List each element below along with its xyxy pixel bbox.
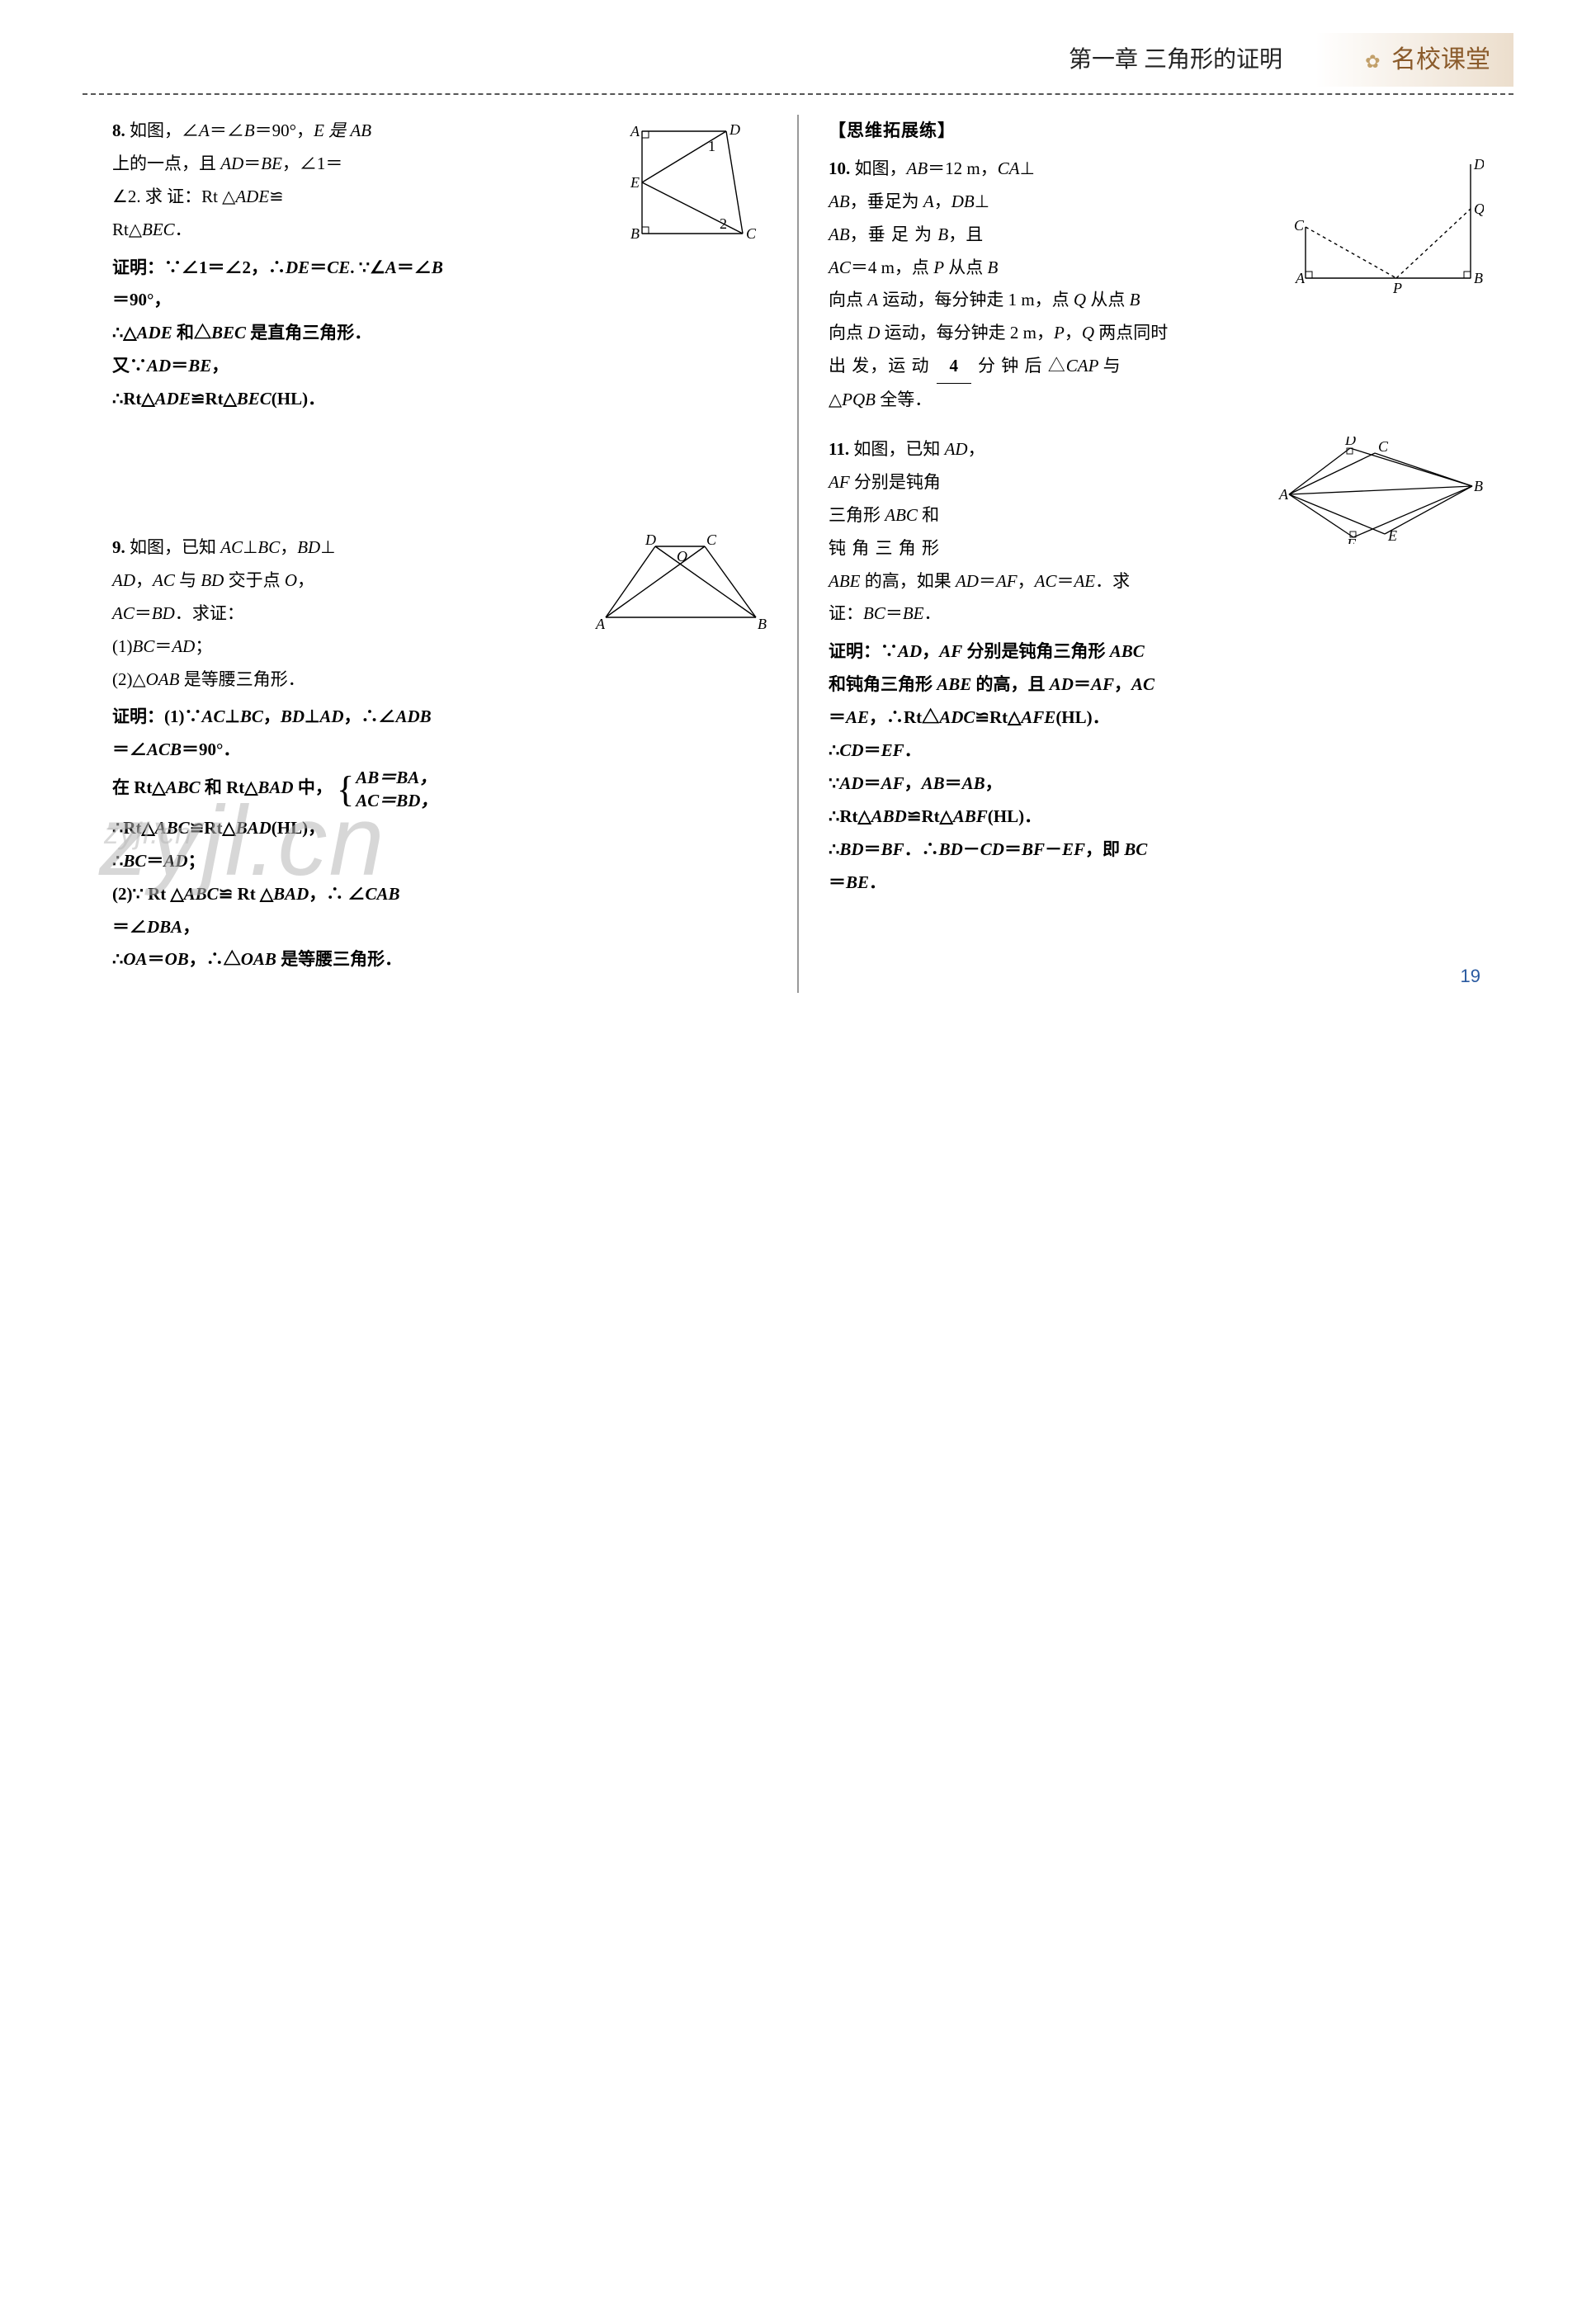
svg-text:E: E xyxy=(1387,527,1397,544)
problem-number: 11. xyxy=(829,439,849,459)
svg-text:Q: Q xyxy=(1474,201,1484,217)
svg-text:B: B xyxy=(758,616,767,632)
problem-number: 10. xyxy=(829,158,850,178)
problem-text: 如图，AB＝12 m，CA⊥ AB，垂足为 A，DB⊥ AB，垂 足 为 B，且… xyxy=(829,158,1168,409)
svg-text:1: 1 xyxy=(708,138,715,154)
figure-p11-svg: A B C D E F xyxy=(1277,437,1484,544)
page-header: 第一章 三角形的证明 ✿ 名校课堂 xyxy=(83,33,1513,95)
svg-text:A: A xyxy=(595,616,606,632)
problem-text: 如图，∠A＝∠B＝90°，E 是 AB 上的一点，且 AD＝BE，∠1＝ ∠2.… xyxy=(112,120,371,239)
proof-11: 证明：∵AD，AF 分别是钝角三角形 ABC 和钝角三角形 ABE 的高，且 A… xyxy=(829,635,1484,899)
page-number: 19 xyxy=(1461,959,1480,994)
problem-11: A B C D E F 11. 如图，已知 AD， AF 分别是钝角 三角形 ABC 和 … xyxy=(829,433,1484,899)
section-heading: 【思维拓展练】 xyxy=(829,115,1484,148)
svg-text:P: P xyxy=(1392,280,1402,296)
two-column-layout: A D E B C 1 2 8. 如图，∠A＝∠B＝90°，E 是 AB 上的一点，且 AD… xyxy=(83,115,1513,993)
problem-number: 8. xyxy=(112,120,125,140)
figure-p9-svg: A B C D O xyxy=(594,535,767,634)
svg-text:D: D xyxy=(729,121,740,138)
svg-text:C: C xyxy=(1378,438,1389,455)
svg-text:D: D xyxy=(645,535,656,548)
left-column: A D E B C 1 2 8. 如图，∠A＝∠B＝90°，E 是 AB 上的一点，且 AD… xyxy=(83,115,797,993)
svg-text:A: A xyxy=(1278,486,1289,503)
left-brace-icon: { xyxy=(337,772,354,808)
proof-9: 证明：(1)∵AC⊥BC，BD⊥AD，∴∠ADB ＝∠ACB＝90°． 在 Rt… xyxy=(112,701,767,976)
equation-system: { AB＝BA， AC＝BD， xyxy=(337,767,437,812)
proof-8: 证明：∵∠1＝∠2，∴DE＝CE. ∵∠A＝∠B ＝90°， ∴△ADE 和△B… xyxy=(112,252,767,416)
figure-p10: A B C D Q P xyxy=(1294,156,1484,308)
brand-text: 名校课堂 xyxy=(1391,46,1490,73)
problem-9: A B C D O 9. 如图，已知 AC⊥BC，BD⊥ AD，AC 与 BD 交于点 … xyxy=(112,532,767,976)
svg-text:2: 2 xyxy=(720,215,727,232)
svg-text:B: B xyxy=(630,225,640,242)
svg-text:A: A xyxy=(630,123,640,139)
svg-text:C: C xyxy=(746,225,757,242)
figure-p8-svg: A D E B C 1 2 xyxy=(627,118,767,250)
svg-text:O: O xyxy=(677,548,687,565)
svg-text:A: A xyxy=(1295,270,1306,286)
chapter-title: 第一章 三角形的证明 xyxy=(1069,38,1282,82)
brand-badge: ✿ 名校课堂 xyxy=(1315,33,1513,87)
spacer xyxy=(112,432,767,532)
figure-p8: A D E B C 1 2 xyxy=(627,118,767,262)
figure-p11: A B C D E F xyxy=(1277,437,1484,555)
problem-number: 9. xyxy=(112,537,125,557)
svg-text:C: C xyxy=(706,535,717,548)
figure-p10-svg: A B C D Q P xyxy=(1294,156,1484,296)
svg-text:F: F xyxy=(1346,536,1357,544)
inline-watermark: zyjl.cn ∴Rt△ABC≌Rt△BAD(HL)， xyxy=(112,812,325,845)
svg-text:C: C xyxy=(1294,217,1305,234)
figure-p9: A B C D O xyxy=(594,535,767,645)
svg-text:E: E xyxy=(630,174,640,191)
svg-text:B: B xyxy=(1474,270,1483,286)
right-column: 【思维拓展练】 A B C D Q P 10. 如图，AB＝12 m，CA⊥ AB，垂足为… xyxy=(799,115,1513,993)
svg-text:B: B xyxy=(1474,478,1483,494)
ornament-icon: ✿ xyxy=(1365,45,1380,79)
svg-text:D: D xyxy=(1344,437,1356,448)
answer-blank: 4 xyxy=(937,350,971,384)
problem-8: A D E B C 1 2 8. 如图，∠A＝∠B＝90°，E 是 AB 上的一点，且 AD… xyxy=(112,115,767,416)
svg-text:D: D xyxy=(1473,156,1484,172)
problem-text: 如图，已知 AC⊥BC，BD⊥ AD，AC 与 BD 交于点 O， AC＝BD．… xyxy=(112,537,336,689)
problem-10: A B C D Q P 10. 如图，AB＝12 m，CA⊥ AB，垂足为 A，DB⊥ A… xyxy=(829,153,1484,417)
problem-text: 如图，已知 AD， AF 分别是钝角 三角形 ABC 和 钝 角 三 角 形 A… xyxy=(829,439,1130,623)
